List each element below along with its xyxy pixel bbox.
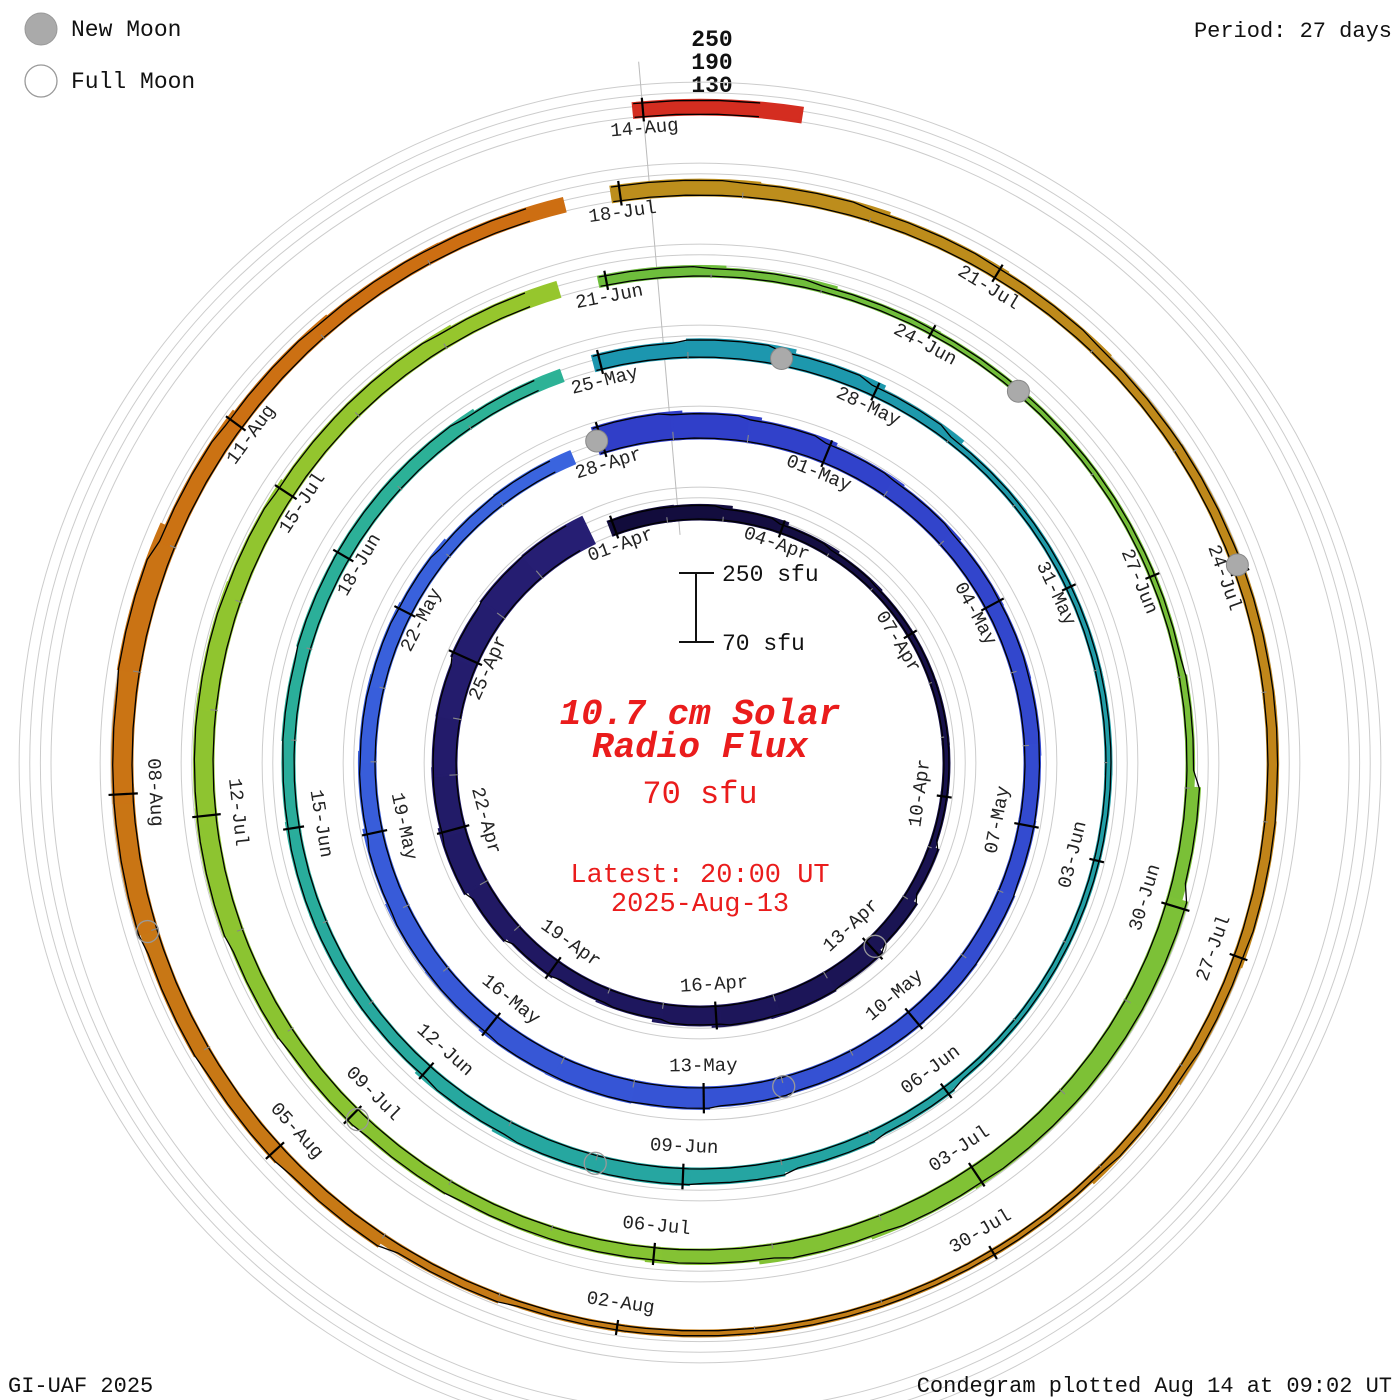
- svg-text:13-May: 13-May: [669, 1055, 738, 1078]
- svg-text:Full Moon: Full Moon: [71, 69, 195, 95]
- svg-text:16-Apr: 16-Apr: [679, 971, 749, 997]
- svg-text:08-Aug: 08-Aug: [142, 758, 168, 828]
- svg-text:GI-UAF 2025: GI-UAF 2025: [8, 1374, 153, 1399]
- svg-text:Latest: 20:00 UT: Latest: 20:00 UT: [570, 861, 829, 891]
- svg-text:Period: 27 days: Period: 27 days: [1194, 19, 1392, 44]
- svg-text:70 sfu: 70 sfu: [642, 776, 757, 813]
- svg-text:New Moon: New Moon: [71, 17, 181, 43]
- svg-text:250 sfu: 250 sfu: [722, 562, 819, 588]
- svg-text:70 sfu: 70 sfu: [722, 631, 805, 657]
- svg-text:2025-Aug-13: 2025-Aug-13: [611, 890, 789, 920]
- svg-text:09-Jun: 09-Jun: [650, 1134, 719, 1159]
- svg-text:Radio Flux: Radio Flux: [592, 727, 809, 768]
- svg-text:130: 130: [691, 73, 732, 99]
- svg-text:Condegram plotted Aug 14 at 09: Condegram plotted Aug 14 at 09:02 UT: [917, 1374, 1392, 1399]
